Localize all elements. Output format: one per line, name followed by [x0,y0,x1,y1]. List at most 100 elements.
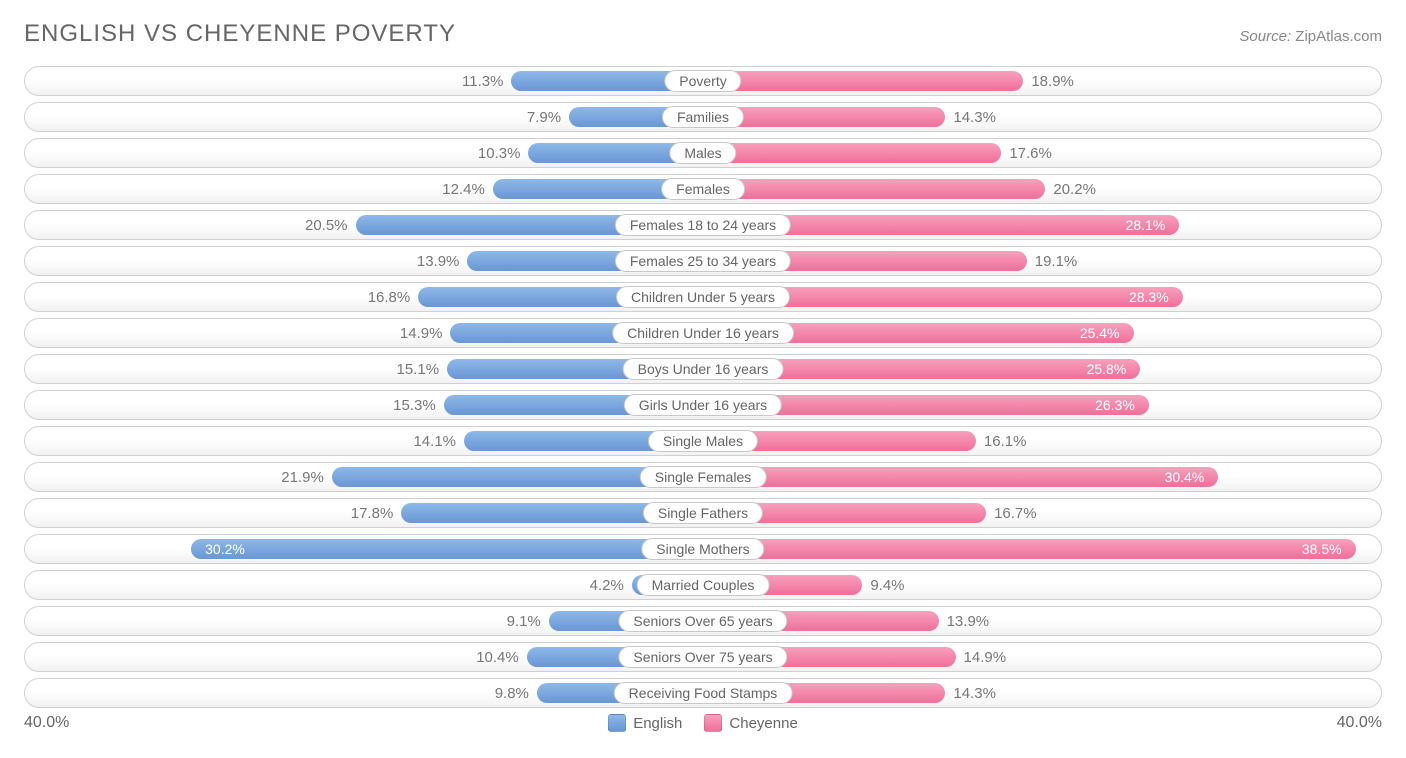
row-half-left: 30.2% [25,535,703,563]
value-label-english: 13.9% [409,253,468,270]
category-label: Single Males [648,430,758,452]
row-half-right: 13.9% [703,607,1381,635]
category-label: Children Under 5 years [616,286,790,308]
category-label: Females 25 to 34 years [615,250,791,272]
chart-row: 21.9%30.4%Single Females [24,462,1382,492]
value-label-cheyenne: 20.2% [1045,181,1104,198]
value-label-english: 12.4% [434,181,493,198]
chart-row: 14.1%16.1%Single Males [24,426,1382,456]
category-label: Boys Under 16 years [623,358,784,380]
chart-row: 4.2% 9.4% Married Couples [24,570,1382,600]
legend: English Cheyenne [608,714,798,732]
value-label-english: 9.1% [499,613,549,630]
chart-row: 20.5%28.1%Females 18 to 24 years [24,210,1382,240]
legend-swatch-english [608,714,626,732]
row-half-left: 13.9% [25,247,703,275]
bar-english: 30.2% [191,539,703,559]
bar-cheyenne: 38.5% [703,539,1356,559]
category-label: Females [661,178,745,200]
row-half-left: 15.3% [25,391,703,419]
row-half-right: 28.3% [703,283,1381,311]
row-half-right: 14.3% [703,103,1381,131]
category-label: Girls Under 16 years [624,394,782,416]
row-half-right: 18.9% [703,67,1381,95]
row-half-left: 12.4% [25,175,703,203]
bar-cheyenne [703,179,1045,199]
bar-cheyenne [703,71,1023,91]
legend-label-english: English [633,715,682,732]
row-half-right: 38.5% [703,535,1381,563]
row-half-left: 7.9% [25,103,703,131]
category-label: Single Fathers [643,502,763,524]
value-label-cheyenne: 16.1% [976,433,1035,450]
chart-area: 11.3%18.9%Poverty7.9%14.3%Families10.3%1… [24,66,1382,708]
chart-row: 16.8% 28.3% Children Under 5 years [24,282,1382,312]
row-half-left: 11.3% [25,67,703,95]
row-half-right: 30.4% [703,463,1381,491]
category-label: Seniors Over 65 years [618,610,787,632]
row-half-left: 21.9% [25,463,703,491]
chart-title: ENGLISH VS CHEYENNE POVERTY [24,20,456,48]
value-label-cheyenne: 26.3% [1087,397,1143,413]
value-label-english: 10.4% [468,649,527,666]
category-label: Seniors Over 75 years [618,646,787,668]
chart-row: 14.9%25.4%Children Under 16 years [24,318,1382,348]
value-label-english: 15.3% [385,397,444,414]
row-half-right: 17.6% [703,139,1381,167]
value-label-english: 20.5% [297,217,356,234]
chart-source: Source: ZipAtlas.com [1239,28,1382,45]
chart-row: 12.4% 20.2% Females [24,174,1382,204]
category-label: Married Couples [637,574,770,596]
value-label-cheyenne: 38.5% [1294,541,1350,557]
row-half-left: 15.1% [25,355,703,383]
legend-swatch-cheyenne [704,714,722,732]
row-half-left: 20.5% [25,211,703,239]
chart-row: 11.3%18.9%Poverty [24,66,1382,96]
value-label-english: 15.1% [389,361,448,378]
category-label: Poverty [664,70,741,92]
value-label-cheyenne: 25.8% [1079,361,1135,377]
value-label-cheyenne: 9.4% [862,577,912,594]
value-label-english: 4.2% [582,577,632,594]
value-label-english: 16.8% [360,289,419,306]
chart-row: 9.1% 13.9% Seniors Over 65 years [24,606,1382,636]
value-label-cheyenne: 19.1% [1027,253,1086,270]
row-half-right: 16.1% [703,427,1381,455]
axis-max-left: 40.0% [24,714,69,732]
legend-item-english: English [608,714,682,732]
value-label-english: 10.3% [470,145,529,162]
row-half-left: 17.8% [25,499,703,527]
value-label-english: 14.9% [392,325,451,342]
value-label-cheyenne: 14.9% [956,649,1015,666]
row-half-right: 26.3% [703,391,1381,419]
bar-cheyenne: 30.4% [703,467,1218,487]
category-label: Males [669,142,736,164]
category-label: Receiving Food Stamps [614,682,793,704]
row-half-right: 19.1% [703,247,1381,275]
row-half-right: 14.3% [703,679,1381,707]
category-label: Families [662,106,744,128]
source-value: ZipAtlas.com [1295,28,1382,45]
value-label-cheyenne: 28.3% [1121,289,1177,305]
value-label-cheyenne: 13.9% [939,613,998,630]
value-label-english: 21.9% [273,469,332,486]
chart-row: 15.3% 26.3% Girls Under 16 years [24,390,1382,420]
legend-item-cheyenne: Cheyenne [704,714,797,732]
row-half-right: 20.2% [703,175,1381,203]
value-label-cheyenne: 25.4% [1072,325,1128,341]
row-half-left: 16.8% [25,283,703,311]
chart-row: 10.4% 14.9% Seniors Over 75 years [24,642,1382,672]
row-half-left: 9.1% [25,607,703,635]
row-half-right: 16.7% [703,499,1381,527]
chart-row: 13.9% 19.1% Females 25 to 34 years [24,246,1382,276]
chart-row: 17.8%16.7%Single Fathers [24,498,1382,528]
chart-row: 9.8%14.3%Receiving Food Stamps [24,678,1382,708]
row-half-left: 4.2% [25,571,703,599]
chart-footer: 40.0% English Cheyenne 40.0% [24,714,1382,732]
row-half-right: 9.4% [703,571,1381,599]
chart-row: 7.9%14.3%Families [24,102,1382,132]
value-label-cheyenne: 30.4% [1157,469,1213,485]
value-label-english: 30.2% [197,541,253,557]
source-label: Source: [1239,28,1291,45]
chart-row: 10.3% 17.6%Males [24,138,1382,168]
